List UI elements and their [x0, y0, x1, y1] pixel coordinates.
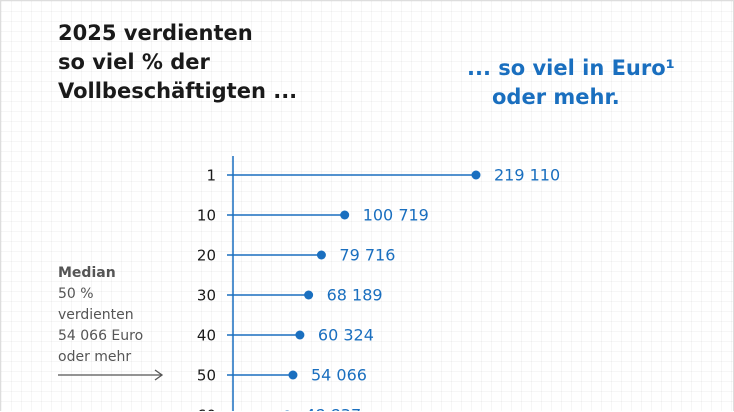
data-label: 219 110: [494, 166, 560, 185]
chart-title: 2025 verdienten so viel % der Vollbeschä…: [58, 19, 378, 106]
tick-label: 20: [197, 247, 216, 265]
median-line: 50 %: [58, 286, 94, 302]
lollipop-dot: [304, 290, 314, 300]
data-label: 100 719: [363, 206, 429, 225]
tick-label: 60: [197, 407, 216, 412]
tick-label: 50: [197, 367, 216, 385]
title-line: Vollbeschäftigten ...: [58, 79, 298, 103]
lollipop-dot: [471, 170, 481, 180]
data-label: 68 189: [327, 286, 383, 305]
lollipop-dot: [316, 250, 326, 260]
lollipop-dot: [295, 330, 305, 340]
lollipop-dot: [288, 370, 298, 380]
median-line: 54 066 Euro: [58, 328, 144, 344]
value-heading-line: ... so viel in Euro¹: [467, 56, 675, 80]
tick-label: 1: [206, 167, 216, 185]
median-heading: Median: [58, 265, 116, 281]
data-label: 79 716: [339, 246, 395, 265]
median-note: Median 50 % verdienten 54 066 Euro oder …: [58, 263, 198, 368]
value-heading-line: oder mehr.: [492, 85, 620, 109]
value-heading: ... so viel in Euro¹ oder mehr.: [467, 54, 727, 112]
lollipop-dot: [285, 410, 290, 411]
tick-label: 30: [197, 287, 216, 305]
tick-label: 40: [197, 327, 216, 345]
data-label: 48 837: [305, 406, 361, 412]
median-arrow-icon: [58, 369, 164, 381]
tick-label: 10: [197, 207, 216, 225]
data-label: 54 066: [311, 366, 367, 385]
title-line: so viel % der: [58, 50, 210, 74]
median-line: oder mehr: [58, 349, 132, 365]
lollipop-dot: [340, 210, 350, 220]
median-line: verdienten: [58, 307, 134, 323]
data-label: 60 324: [318, 326, 374, 345]
title-line: 2025 verdienten: [58, 21, 253, 45]
